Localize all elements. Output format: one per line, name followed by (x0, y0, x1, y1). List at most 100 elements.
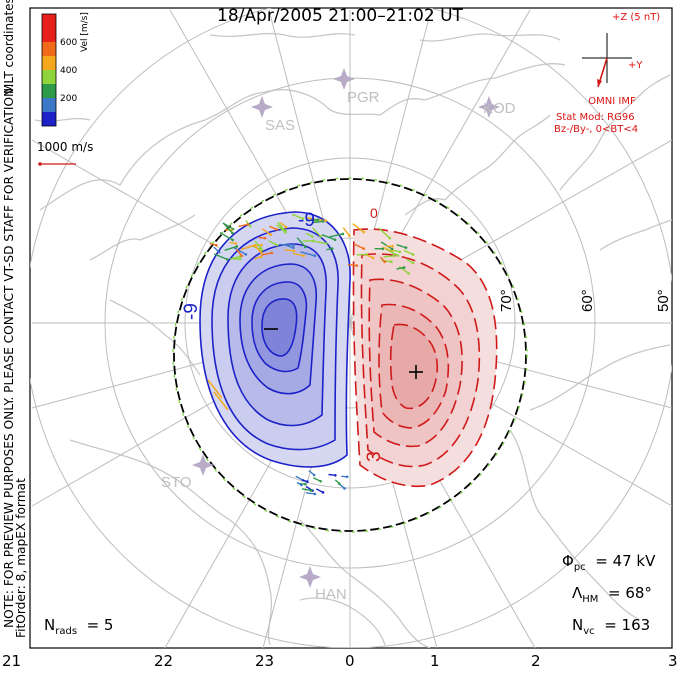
station-label-kod: KOD (483, 100, 516, 117)
velocity-vector (224, 245, 238, 251)
velocity-vector-origin (388, 236, 392, 240)
velocity-vector-origin (321, 220, 325, 223)
velocity-vector (342, 227, 350, 237)
hm-boundary (173, 178, 527, 532)
velocity-vector (261, 228, 272, 236)
velocity-vector-origin (263, 236, 267, 240)
velocity-vector-origin (275, 228, 279, 231)
velocity-vector-origin (345, 475, 349, 479)
velocity-vector (378, 227, 391, 239)
colorbar-tick-600: 600 (60, 38, 78, 48)
velocity-vector-origin (316, 218, 320, 221)
velocity-vector-origin (231, 238, 234, 242)
velocity-vector-origin (348, 234, 351, 237)
station-markers (192, 68, 500, 588)
velocity-vector-origin (284, 225, 288, 229)
velocity-vector-origin (319, 479, 322, 483)
velocity-vector (291, 213, 304, 220)
velocity-vector (292, 252, 304, 257)
velocity-vector-origin (383, 260, 386, 264)
velocity-vector (403, 249, 414, 256)
colorbar-label: Vel [m/s] (80, 12, 90, 52)
velocity-vector-origin (392, 254, 396, 258)
stat-nrads-sub: rads (55, 626, 78, 637)
velocity-vector (235, 248, 243, 257)
velocity-vector (229, 255, 241, 260)
mlt-tick: 21 (2, 652, 22, 670)
potential-pattern (172, 177, 528, 533)
stat-lambda-hm: ΛHM = 68° (572, 584, 652, 605)
velocity-vector (213, 253, 228, 260)
station-label-han: HAN (315, 586, 347, 603)
velocity-vector (254, 240, 262, 249)
velocity-vector-origin (300, 483, 303, 487)
velocity-vector-origin (333, 238, 337, 242)
velocity-vector-origin (411, 253, 415, 256)
velocity-vector-origin (238, 257, 242, 261)
velocity-vector (253, 244, 263, 254)
velocity-vector (396, 244, 407, 249)
velocity-vector (284, 249, 295, 252)
contour-label-zero: 0 (370, 205, 378, 221)
max-marker (409, 365, 423, 379)
velocity-vector-origin (231, 231, 234, 235)
velocity-vector-origin (312, 473, 316, 477)
velocity-vector-origin (270, 251, 274, 255)
note-fit-order: FitOrder: 8, mapEX format (14, 478, 28, 638)
station-label-pgr: PGR (347, 89, 380, 106)
velocity-vector (219, 231, 234, 241)
stat-nrads-value: 5 (103, 616, 114, 634)
velocity-vector (352, 223, 365, 233)
velocity-vector-origin (398, 250, 402, 254)
velocity-vector (223, 223, 233, 234)
velocity-vector-origin (355, 264, 359, 267)
velocity-vector-origin (319, 235, 322, 238)
velocity-vector-origin (306, 480, 309, 483)
velocity-vector-origin (338, 482, 341, 485)
velocity-vector-origin (324, 242, 328, 245)
velocity-vector-origin (234, 242, 238, 245)
velocity-vector (233, 246, 247, 256)
velocity-vector-origin (362, 247, 365, 250)
velocity-vector-origin (246, 223, 250, 226)
mlt-tick: 23 (255, 652, 275, 670)
station-label-sas: SAS (265, 117, 295, 134)
lat-label-70: 70° (498, 289, 515, 312)
velocity-vector-origin (225, 257, 229, 261)
stat-n-vc: Nvc = 163 (572, 616, 651, 637)
velocity-vectors (209, 213, 415, 496)
velocity-vector-origin (313, 254, 317, 258)
velocity-vector-origin (303, 482, 307, 486)
velocity-vector (382, 246, 393, 252)
stat-nvc-symbol: N (572, 616, 584, 634)
velocity-vector-origin (217, 250, 221, 254)
stat-lambda-symbol: Λ (572, 584, 583, 602)
velocity-vector-origin (362, 230, 365, 234)
velocity-vector (296, 237, 306, 248)
velocity-vector (317, 218, 327, 222)
imf-source: OMNI IMF (588, 96, 636, 107)
velocity-vector-origin (260, 251, 263, 255)
stat-lambda-value: 68° (625, 584, 652, 602)
mlt-tick: 1 (430, 652, 440, 670)
velocity-vector-origin (292, 243, 296, 247)
velocity-vector-origin (284, 230, 287, 234)
stat-nvc-sub: vc (583, 626, 595, 637)
plot-title: 18/Apr/2005 21:00–21:02 UT (217, 6, 463, 26)
velocity-vector (277, 221, 287, 232)
velocity-vector (261, 252, 273, 256)
contour-label-pos: 3 (364, 451, 385, 462)
velocity-vector (311, 227, 322, 237)
velocity-vector (268, 240, 278, 246)
velocity-vector-origin (330, 247, 334, 250)
velocity-vector-origin (313, 492, 317, 496)
velocity-vector-origin (411, 261, 415, 265)
velocity-vector (305, 218, 318, 222)
velocity-vector-origin (391, 244, 394, 248)
velocity-vector-origin (240, 254, 244, 258)
velocity-vector-origin (259, 255, 263, 259)
velocity-vector-origin (404, 246, 408, 250)
velocity-vector (269, 225, 278, 231)
velocity-vector (312, 220, 324, 224)
